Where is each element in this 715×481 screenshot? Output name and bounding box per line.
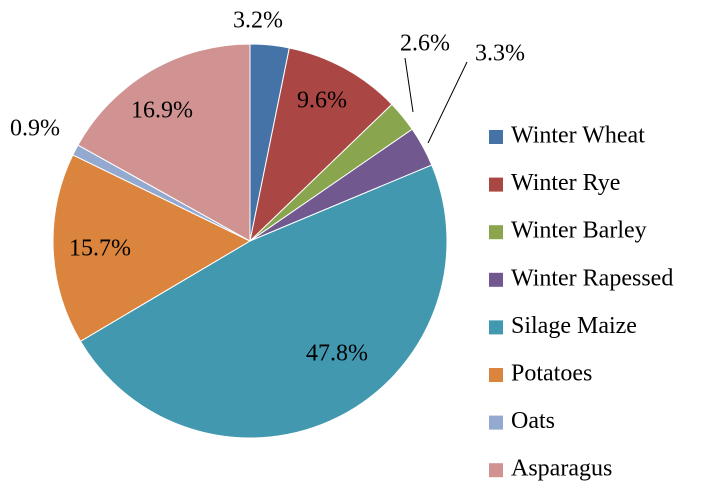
leader-line bbox=[404, 57, 414, 113]
data-label: 9.6% bbox=[297, 88, 347, 114]
legend-label: Winter Rapessed bbox=[511, 265, 673, 291]
legend-swatch bbox=[489, 415, 503, 430]
legend-label: Potatoes bbox=[511, 361, 592, 387]
legend-swatch bbox=[489, 130, 503, 144]
legend-swatch bbox=[489, 463, 503, 478]
legend-label: Winter Wheat bbox=[511, 123, 645, 149]
legend-swatch bbox=[489, 368, 503, 382]
pie-slice bbox=[52, 154, 252, 342]
leader-line bbox=[427, 61, 468, 144]
data-label: 15.7% bbox=[69, 236, 131, 262]
data-label: 2.6% bbox=[400, 31, 450, 57]
legend-label: Winter Barley bbox=[511, 218, 647, 244]
legend-label: Asparagus bbox=[511, 456, 612, 481]
data-label: 3.2% bbox=[233, 8, 283, 34]
legend-label: Winter Rye bbox=[511, 170, 620, 196]
data-label: 16.9% bbox=[131, 98, 193, 124]
legend-label: Silage Maize bbox=[511, 313, 637, 339]
legend-swatch bbox=[489, 320, 503, 335]
legend-swatch bbox=[489, 177, 503, 192]
legend-swatch bbox=[489, 272, 503, 287]
pie-slice bbox=[79, 164, 448, 439]
data-label: 0.9% bbox=[10, 116, 60, 142]
data-label: 3.3% bbox=[475, 41, 525, 67]
data-label: 47.8% bbox=[306, 341, 368, 367]
pie-slice bbox=[77, 43, 251, 242]
pie-slice bbox=[249, 47, 393, 243]
legend-swatch bbox=[489, 225, 503, 240]
legend-label: Oats bbox=[511, 408, 555, 434]
